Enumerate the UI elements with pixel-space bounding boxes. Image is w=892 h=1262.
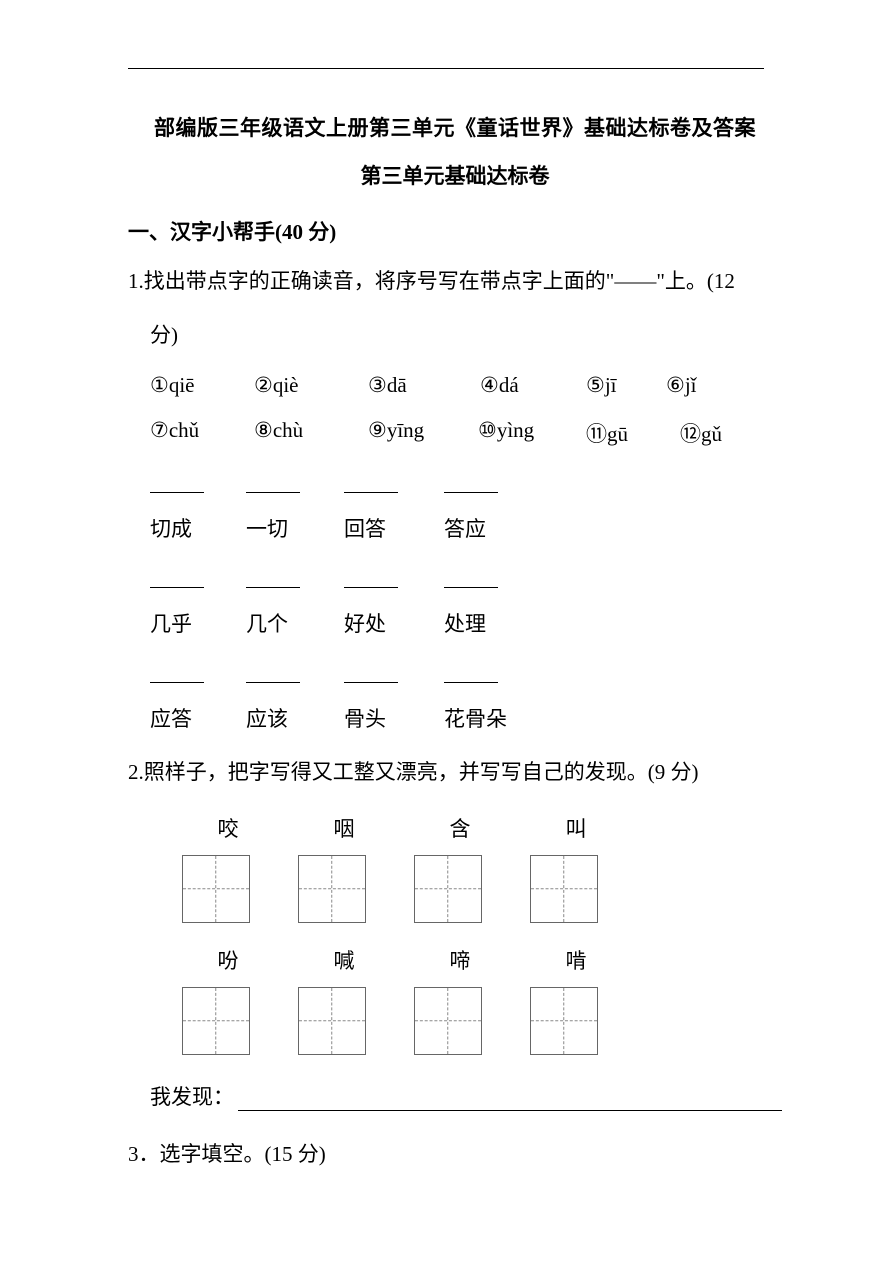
word-item: 回答 xyxy=(344,513,444,543)
document-subtitle: 第三单元基础达标卷 xyxy=(128,160,782,190)
q2-char-row: 咬咽含叫 xyxy=(170,813,782,843)
q2-discover-blank[interactable] xyxy=(238,1089,782,1111)
pinyin-option: ⑦chǔ xyxy=(150,418,254,448)
word-item: 几乎 xyxy=(150,608,246,638)
q2-char-row: 吩喊啼啃 xyxy=(170,945,782,975)
q1-word-row: 切成一切回答答应 xyxy=(150,513,782,543)
section-1-heading: 一、汉字小帮手(40 分) xyxy=(128,216,782,246)
answer-blank[interactable] xyxy=(444,665,498,683)
pinyin-option: ④dá xyxy=(480,373,586,398)
pinyin-option: ①qiē xyxy=(150,373,254,398)
writing-grid-cell[interactable] xyxy=(530,987,598,1055)
answer-blank[interactable] xyxy=(344,570,398,588)
q1-blank-row xyxy=(150,664,782,689)
pinyin-option: ⑤jī xyxy=(586,373,666,398)
answer-blank[interactable] xyxy=(444,475,498,493)
example-char: 吩 xyxy=(170,945,286,975)
example-char: 咽 xyxy=(286,813,402,843)
writing-grid-cell[interactable] xyxy=(530,855,598,923)
word-item: 应该 xyxy=(246,703,344,733)
q2-grid-row xyxy=(158,987,782,1055)
answer-blank[interactable] xyxy=(150,570,204,588)
q2-prompt: 2.照样子，把字写得又工整又漂亮，并写写自己的发现。(9 分) xyxy=(128,755,782,791)
q2-grid-row xyxy=(158,855,782,923)
document-title: 部编版三年级语文上册第三单元《童话世界》基础达标卷及答案 xyxy=(128,112,782,142)
pinyin-option: ⑫gǔ xyxy=(680,418,740,448)
q3-prompt: 3．选字填空。(15 分) xyxy=(128,1137,782,1173)
q1-pinyin-row: ⑦chǔ⑧chù⑨yīng⑩yìng⑪gū⑫gǔ xyxy=(150,418,782,448)
q1-pinyin-row: ①qiē②qiè③dā④dá⑤jī⑥jǐ xyxy=(150,373,782,398)
pinyin-option: ③dā xyxy=(368,373,480,398)
q1-word-row: 应答应该骨头花骨朵 xyxy=(150,703,782,733)
q1-prompt: 1.找出带点字的正确读音，将序号写在带点字上面的"——"上。(12 xyxy=(128,264,782,300)
word-item: 好处 xyxy=(344,608,444,638)
example-char: 喊 xyxy=(286,945,402,975)
pinyin-option: ②qiè xyxy=(254,373,368,398)
q1-word-row: 几乎几个好处处理 xyxy=(150,608,782,638)
writing-grid-cell[interactable] xyxy=(182,855,250,923)
pinyin-option: ⑨yīng xyxy=(368,418,478,448)
answer-blank[interactable] xyxy=(246,570,300,588)
answer-blank[interactable] xyxy=(150,475,204,493)
q1-prompt-cont: 分) xyxy=(150,318,782,354)
word-item: 应答 xyxy=(150,703,246,733)
word-item: 答应 xyxy=(444,513,532,543)
example-char: 含 xyxy=(402,813,518,843)
word-item: 切成 xyxy=(150,513,246,543)
q2-discover-label: 我发现： xyxy=(150,1081,234,1111)
pinyin-option: ⑧chù xyxy=(254,418,368,448)
answer-blank[interactable] xyxy=(246,475,300,493)
answer-blank[interactable] xyxy=(150,665,204,683)
word-item: 一切 xyxy=(246,513,344,543)
answer-blank[interactable] xyxy=(344,475,398,493)
q1-pinyin-block: ①qiē②qiè③dā④dá⑤jī⑥jǐ ⑦chǔ⑧chù⑨yīng⑩yìng⑪g… xyxy=(128,373,782,448)
q1-blank-row xyxy=(150,474,782,499)
example-char: 叫 xyxy=(518,813,634,843)
writing-grid-cell[interactable] xyxy=(298,855,366,923)
pinyin-option: ⑪gū xyxy=(586,418,680,448)
word-item: 处理 xyxy=(444,608,532,638)
top-rule xyxy=(128,68,764,69)
word-item: 花骨朵 xyxy=(444,703,544,733)
pinyin-option: ⑥jǐ xyxy=(666,373,726,398)
word-item: 几个 xyxy=(246,608,344,638)
answer-blank[interactable] xyxy=(444,570,498,588)
q2-discover-row: 我发现： xyxy=(150,1081,782,1111)
word-item: 骨头 xyxy=(344,703,444,733)
q1-blank-row xyxy=(150,569,782,594)
writing-grid-cell[interactable] xyxy=(414,987,482,1055)
example-char: 咬 xyxy=(170,813,286,843)
q1-answer-groups: 切成一切回答答应几乎几个好处处理应答应该骨头花骨朵 xyxy=(128,474,782,733)
example-char: 啼 xyxy=(402,945,518,975)
answer-blank[interactable] xyxy=(246,665,300,683)
pinyin-option: ⑩yìng xyxy=(478,418,586,448)
writing-grid-cell[interactable] xyxy=(182,987,250,1055)
q2-writing-block: 咬咽含叫吩喊啼啃 xyxy=(128,813,782,1055)
writing-grid-cell[interactable] xyxy=(414,855,482,923)
example-char: 啃 xyxy=(518,945,634,975)
writing-grid-cell[interactable] xyxy=(298,987,366,1055)
answer-blank[interactable] xyxy=(344,665,398,683)
